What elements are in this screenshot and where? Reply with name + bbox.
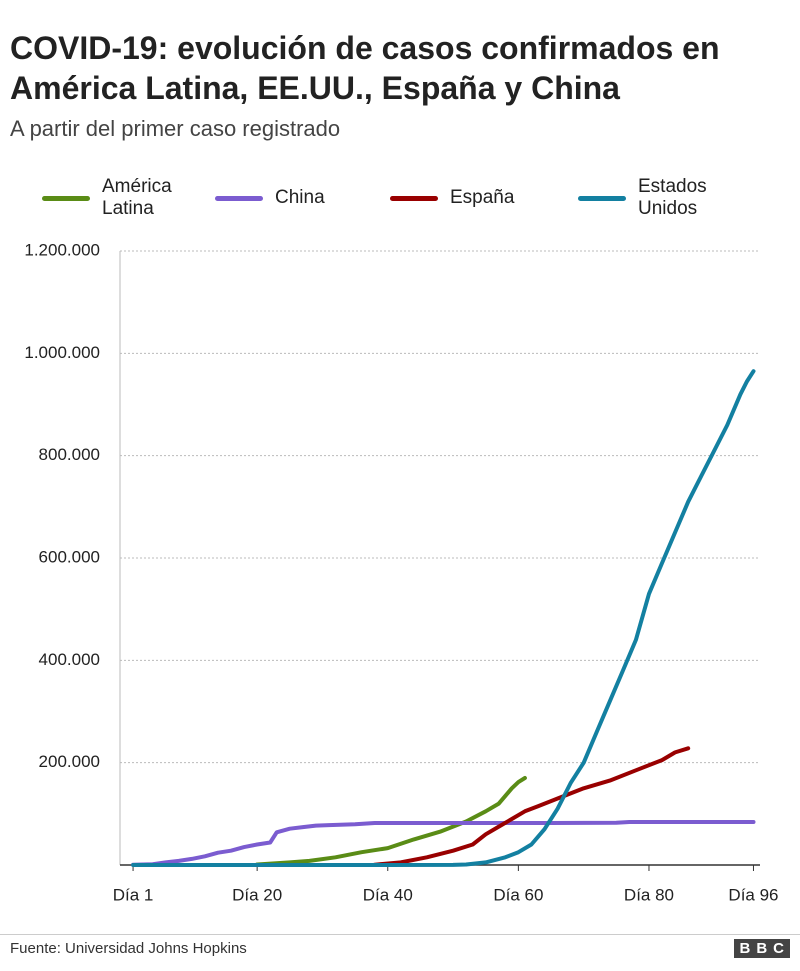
source: Fuente: Universidad Johns Hopkins — [10, 940, 247, 957]
x-tick-label: Día 20 — [232, 885, 282, 904]
legend-swatch — [215, 195, 263, 201]
x-tick-label: Día 1 — [113, 885, 154, 904]
legend-item: América Latina — [42, 176, 215, 220]
legend: América Latina China España Estados Unidos — [42, 176, 758, 220]
x-tick-label: Día 80 — [624, 885, 674, 904]
chart-subtitle: A partir del primer caso registrado — [10, 116, 341, 141]
legend-item: España — [390, 176, 578, 220]
x-tick-label: Día 60 — [493, 885, 543, 904]
legend-swatch — [390, 195, 438, 201]
legend-label: China — [275, 187, 325, 208]
legend-label: Estados Unidos — [638, 176, 707, 219]
legend-label: América Latina — [102, 176, 172, 219]
footer-divider — [0, 934, 800, 935]
logo: BBC — [733, 939, 790, 958]
y-tick-label: 1.000.000 — [24, 343, 100, 362]
series-line — [131, 820, 756, 867]
y-tick-label: 200.000 — [39, 752, 100, 771]
series-line — [255, 776, 527, 867]
y-tick-label: 1.200.000 — [24, 240, 100, 259]
legend-swatch — [578, 195, 626, 201]
chart-title: COVID-19: evolución de casos confirmados… — [10, 30, 720, 106]
x-tick-label: Día 96 — [728, 885, 778, 904]
legend-swatch — [42, 195, 90, 201]
legend-label: España — [450, 187, 515, 208]
legend-item: China — [215, 176, 390, 220]
series-line — [131, 369, 756, 867]
y-tick-label: 800.000 — [39, 445, 100, 464]
y-tick-label: 400.000 — [39, 650, 100, 669]
legend-item: Estados Unidos — [578, 176, 758, 220]
y-tick-label: 600.000 — [39, 547, 100, 566]
series-line — [372, 746, 691, 867]
x-tick-label: Día 40 — [363, 885, 413, 904]
